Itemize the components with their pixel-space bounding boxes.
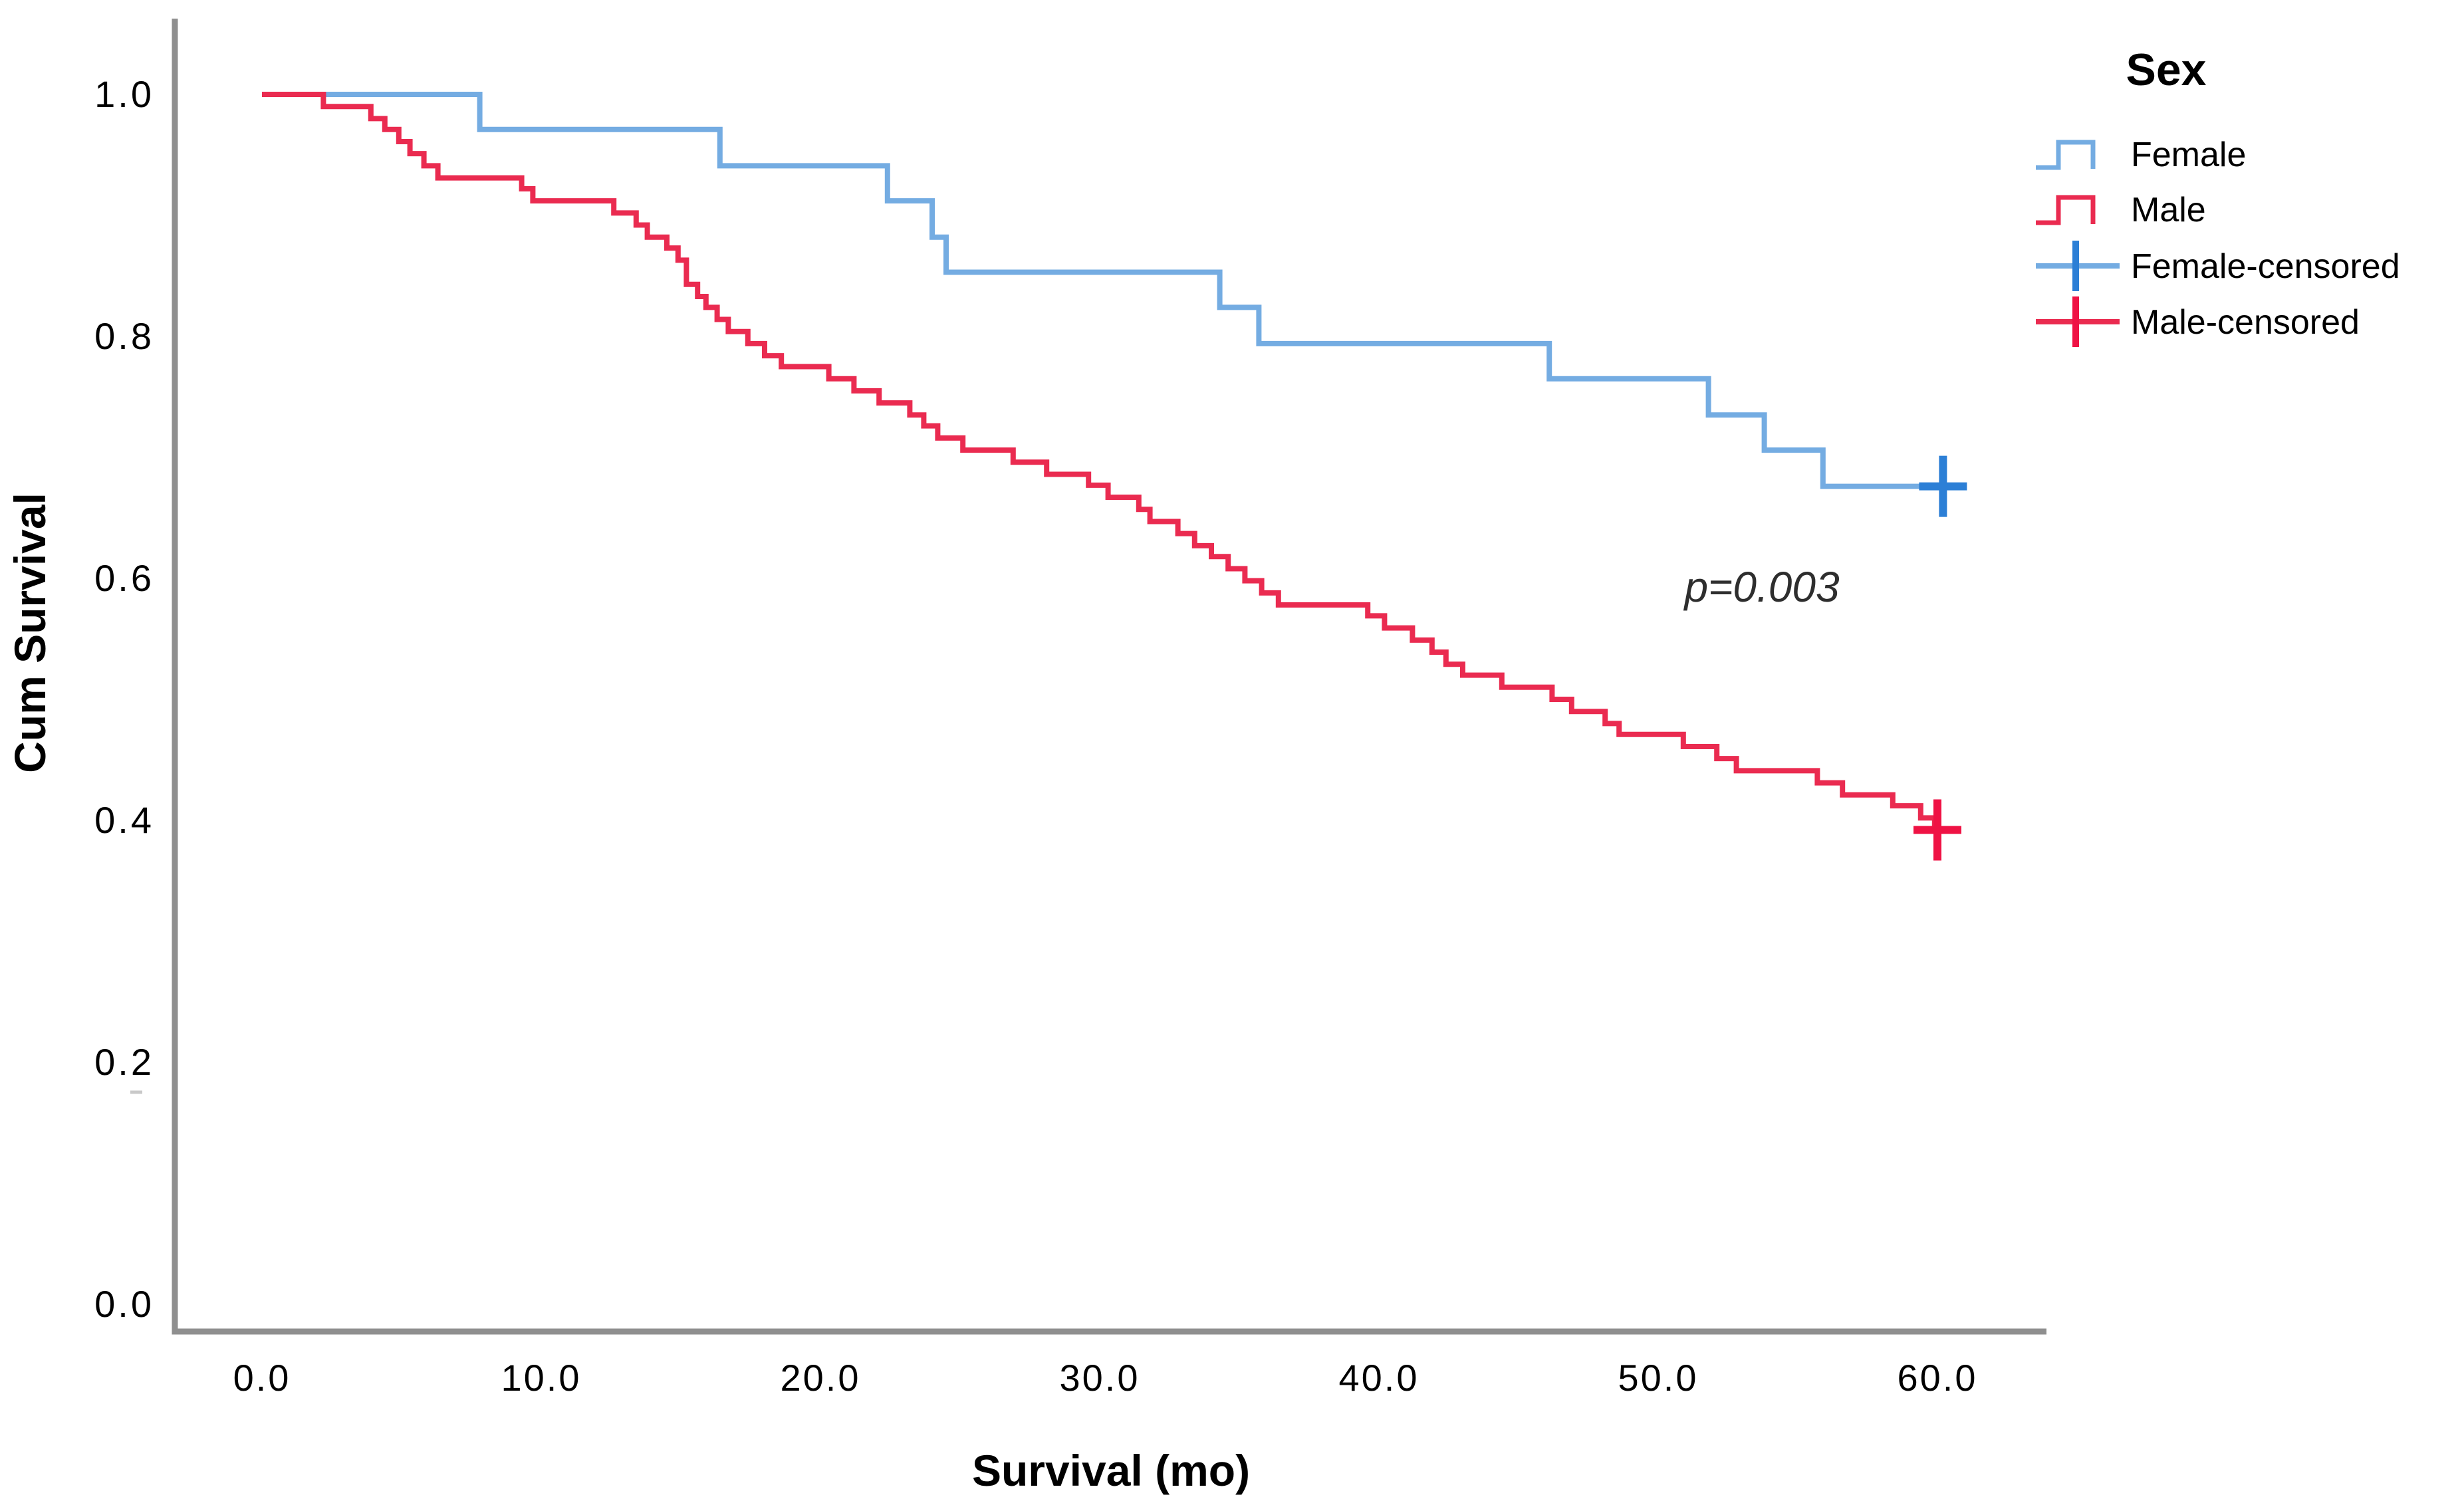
y-axis-title: Cum Survival bbox=[5, 493, 55, 773]
y-tick-label: 0.8 bbox=[94, 315, 154, 357]
legend-group: Female Male Female-censored Male-censored bbox=[2036, 136, 2400, 347]
y-tick-label: 0.2 bbox=[94, 1041, 154, 1083]
legend-item-label: Female-censored bbox=[2131, 247, 2400, 286]
x-tick-label: 20.0 bbox=[781, 1357, 861, 1399]
y-tick-label: 1.0 bbox=[94, 73, 154, 115]
male-survival-curve bbox=[262, 92, 1947, 833]
x-tick-label: 50.0 bbox=[1618, 1357, 1699, 1399]
x-tick-label: 60.0 bbox=[1898, 1357, 1978, 1399]
legend-title: Sex bbox=[2126, 45, 2207, 95]
y-tick-label: 0.6 bbox=[94, 557, 154, 599]
tick-labels-group: 1.0 0.8 0.6 0.4 0.2 0.0 0.0 10.0 20.0 30.0 40.0 50.… bbox=[94, 73, 1978, 1399]
censor-markers-group bbox=[1913, 455, 1967, 861]
legend-item-label: Male-censored bbox=[2131, 303, 2360, 342]
x-tick-label: 30.0 bbox=[1060, 1357, 1140, 1399]
x-tick-label: 40.0 bbox=[1339, 1357, 1419, 1399]
x-tick-label: 0.0 bbox=[233, 1357, 291, 1399]
y-tick-label: 0.4 bbox=[94, 799, 154, 841]
p-value-annotation: p=0.003 bbox=[1683, 563, 1840, 611]
x-tick-label: 10.0 bbox=[501, 1357, 582, 1399]
female-survival-curve bbox=[262, 92, 1950, 489]
survival-curves-group bbox=[262, 92, 1950, 833]
y-tick-label: 0.0 bbox=[94, 1283, 154, 1325]
x-axis-title: Survival (mo) bbox=[972, 1446, 1250, 1495]
axes-group bbox=[130, 19, 2046, 1335]
legend-swatch-female-step-icon bbox=[2036, 140, 2096, 170]
legend-item-label: Female bbox=[2131, 136, 2246, 174]
legend-item-label: Male bbox=[2131, 191, 2206, 229]
legend-swatch-male-step-icon bbox=[2036, 195, 2096, 225]
